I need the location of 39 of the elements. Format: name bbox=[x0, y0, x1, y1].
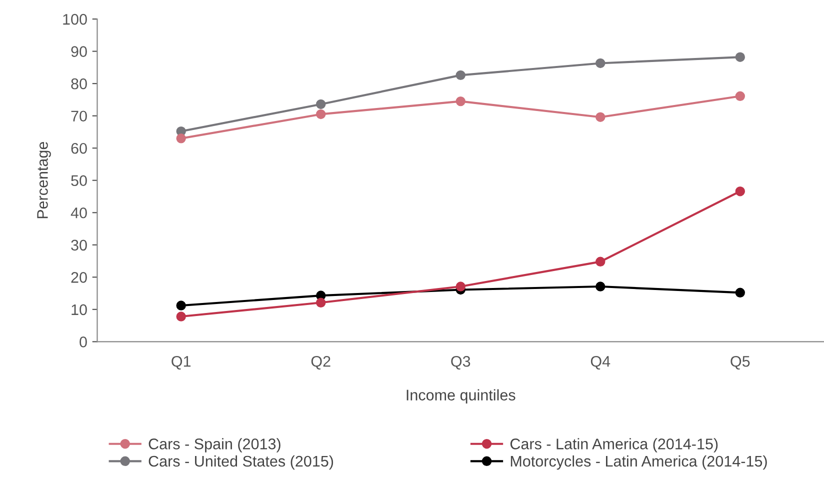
y-tick-label: 60 bbox=[71, 142, 87, 154]
y-tick-label: 70 bbox=[71, 110, 87, 122]
y-tick-label: 10 bbox=[72, 304, 87, 316]
point bbox=[176, 134, 186, 144]
point bbox=[596, 112, 606, 122]
point bbox=[735, 52, 746, 62]
point bbox=[735, 186, 746, 196]
point bbox=[316, 109, 326, 120]
x-tick-label: Q2 bbox=[311, 356, 330, 370]
x-tick-label: Q5 bbox=[730, 356, 750, 370]
legend-label: Cars - Latin America (2014-15) bbox=[510, 438, 718, 452]
y-tick-label: 80 bbox=[71, 78, 87, 90]
y-tick-label: 30 bbox=[71, 240, 87, 251]
point bbox=[316, 99, 326, 110]
x-tick-label: Q1 bbox=[172, 356, 191, 370]
y-tick-label: 40 bbox=[70, 207, 87, 218]
x-axis-title: Income quintiles bbox=[406, 389, 516, 404]
point bbox=[596, 282, 606, 292]
y-tick-label: 50 bbox=[71, 175, 87, 186]
y-axis-title: Percentage bbox=[37, 142, 51, 218]
y-tick-label: 0 bbox=[80, 336, 87, 348]
legend-label: Cars - United States (2015) bbox=[148, 455, 334, 470]
point bbox=[596, 256, 606, 267]
legend-label: Cars - Spain (2013) bbox=[148, 438, 280, 452]
point bbox=[176, 300, 186, 310]
legend-label: Motorcycles - Latin America (2014-15) bbox=[510, 455, 767, 470]
point bbox=[456, 96, 466, 106]
y-tick-label: 100 bbox=[63, 14, 87, 25]
point bbox=[735, 288, 746, 298]
point bbox=[596, 58, 606, 68]
x-tick-label: Q4 bbox=[590, 356, 610, 370]
point bbox=[316, 298, 326, 308]
point bbox=[456, 282, 466, 292]
x-tick-label: Q3 bbox=[451, 356, 470, 370]
point bbox=[735, 91, 746, 102]
point bbox=[456, 70, 466, 80]
y-tick-label: 20 bbox=[71, 272, 87, 283]
point bbox=[176, 312, 186, 322]
y-tick-label: 90 bbox=[71, 46, 87, 57]
